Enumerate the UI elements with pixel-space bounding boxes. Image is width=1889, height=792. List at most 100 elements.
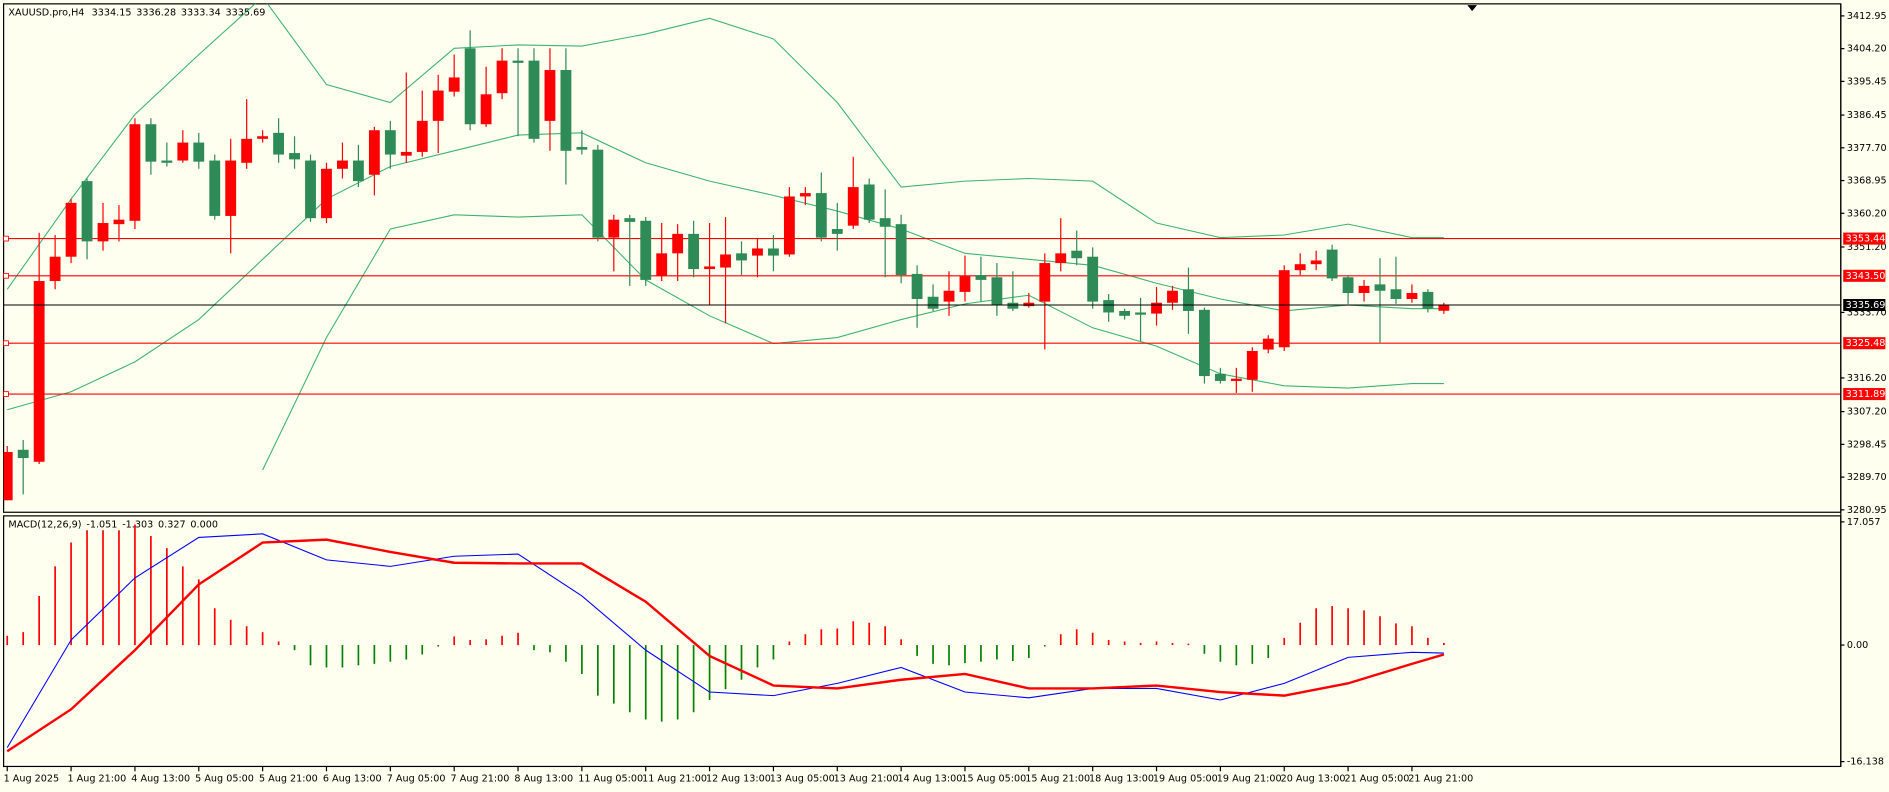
candle-body (17, 449, 29, 459)
candle-body (368, 130, 380, 175)
candle-body (1214, 373, 1226, 381)
candle-body (943, 290, 955, 302)
macd-plot (6, 524, 1445, 753)
candle-body (1342, 277, 1354, 294)
x-tick-label: 4 Aug 13:00 (131, 773, 190, 784)
x-tick-label: 19 Aug 05:00 (1153, 773, 1218, 784)
candle-body (1278, 270, 1290, 348)
candle-body (384, 130, 396, 155)
candle-body (911, 273, 923, 299)
candle-body (1438, 305, 1450, 311)
candle-body (321, 168, 332, 219)
level-label-box (1843, 232, 1886, 245)
candle-body (768, 248, 779, 256)
x-tick-label: 11 Aug 21:00 (642, 773, 707, 784)
candle-body (432, 90, 444, 121)
y-tick-label: 3307.20 (1847, 407, 1887, 418)
x-tick-label: 5 Aug 05:00 (195, 773, 254, 784)
candle-body (1119, 310, 1131, 316)
x-tick-label: 14 Aug 13:00 (898, 773, 963, 784)
candle-body (1262, 338, 1274, 350)
candle-body (416, 120, 428, 152)
candle-body (225, 160, 237, 216)
candle-body (560, 69, 572, 151)
candle-body (1167, 290, 1178, 303)
y-tick-label: 3368.95 (1847, 176, 1887, 187)
x-tick-label: 11 Aug 05:00 (578, 773, 643, 784)
x-tick-label: 8 Aug 13:00 (514, 773, 573, 784)
candle-body (1183, 289, 1194, 311)
bid-label-box (1843, 298, 1886, 312)
x-tick-label: 7 Aug 05:00 (387, 773, 446, 784)
x-tick-label: 5 Aug 21:00 (259, 773, 318, 784)
candle-body (752, 248, 763, 256)
candle-body (959, 276, 971, 292)
candle-body (448, 77, 460, 92)
candle-body (640, 220, 652, 280)
candle-body (1326, 249, 1338, 279)
candle-body (113, 219, 125, 225)
candle-body (400, 151, 412, 156)
candle-body (305, 160, 316, 219)
candle-body (704, 266, 716, 270)
x-tick-label: 12 Aug 13:00 (706, 773, 771, 784)
macd-readout: -1.303 (122, 519, 153, 530)
y-tick-label: -16.138 (1847, 757, 1884, 768)
x-tick-label: 6 Aug 13:00 (323, 773, 382, 784)
candle-body (496, 60, 508, 94)
y-tick-label: 3377.70 (1847, 143, 1887, 154)
candle-body (1246, 351, 1258, 380)
x-tick-label: 18 Aug 13:00 (1089, 773, 1154, 784)
y-tick-label: 17.057 (1847, 517, 1881, 528)
x-tick-label: 13 Aug 21:00 (834, 773, 899, 784)
candle-body (33, 281, 45, 462)
macd-line (6, 533, 1444, 748)
y-tick-label: 3395.45 (1847, 76, 1887, 87)
ohlc-open: 3334.15 (92, 7, 132, 18)
candle-body (1039, 263, 1051, 302)
candle-body (975, 275, 987, 280)
candle-body (656, 253, 668, 277)
candle-body (1310, 260, 1322, 265)
candle-body (1055, 253, 1067, 264)
candle-body (831, 229, 843, 234)
macd-readout: 0.000 (190, 519, 218, 530)
candle-body (65, 202, 77, 257)
x-tick-label: 7 Aug 21:00 (451, 773, 510, 784)
candle-body (624, 218, 636, 222)
level-label: 3353.44 (1846, 234, 1886, 245)
y-tick-label: 3316.20 (1847, 373, 1887, 384)
candle-body (576, 147, 588, 150)
level-label-box (1843, 337, 1886, 350)
axes: 3412.95 3404.20 3395.45 3386.45 3377.70 3368.… (3, 3, 1887, 784)
candle-body (480, 94, 492, 125)
candle-body (672, 233, 684, 254)
candle-body (1358, 285, 1370, 294)
candle-body (1374, 284, 1386, 291)
y-tick-label: 3289.70 (1847, 472, 1887, 483)
candle-body (352, 160, 364, 182)
candle-body (1422, 291, 1434, 309)
candle-body (161, 160, 173, 163)
candle-body (1023, 302, 1035, 307)
candle-body (736, 253, 747, 261)
y-tick-label: 3412.95 (1847, 11, 1887, 22)
candle-body (512, 60, 524, 63)
x-tick-label: 21 Aug 21:00 (1408, 773, 1473, 784)
level-marker (3, 272, 9, 279)
candle-body (81, 181, 93, 242)
candle-body (592, 149, 604, 238)
y-tick-label: 3351.20 (1847, 242, 1887, 253)
macd-name: MACD(12,26,9) (8, 519, 81, 530)
x-tick-label: 19 Aug 21:00 (1217, 773, 1282, 784)
x-tick-label: 1 Aug 21:00 (67, 773, 126, 784)
candle-body (1406, 293, 1418, 299)
level-label: 3325.48 (1846, 338, 1886, 349)
ohlc-close: 3335.69 (226, 7, 266, 18)
candle-body (129, 124, 141, 221)
candle-body (97, 223, 109, 242)
candle-body (241, 138, 253, 163)
x-tick-label: 13 Aug 05:00 (770, 773, 835, 784)
candle-body (720, 254, 731, 268)
